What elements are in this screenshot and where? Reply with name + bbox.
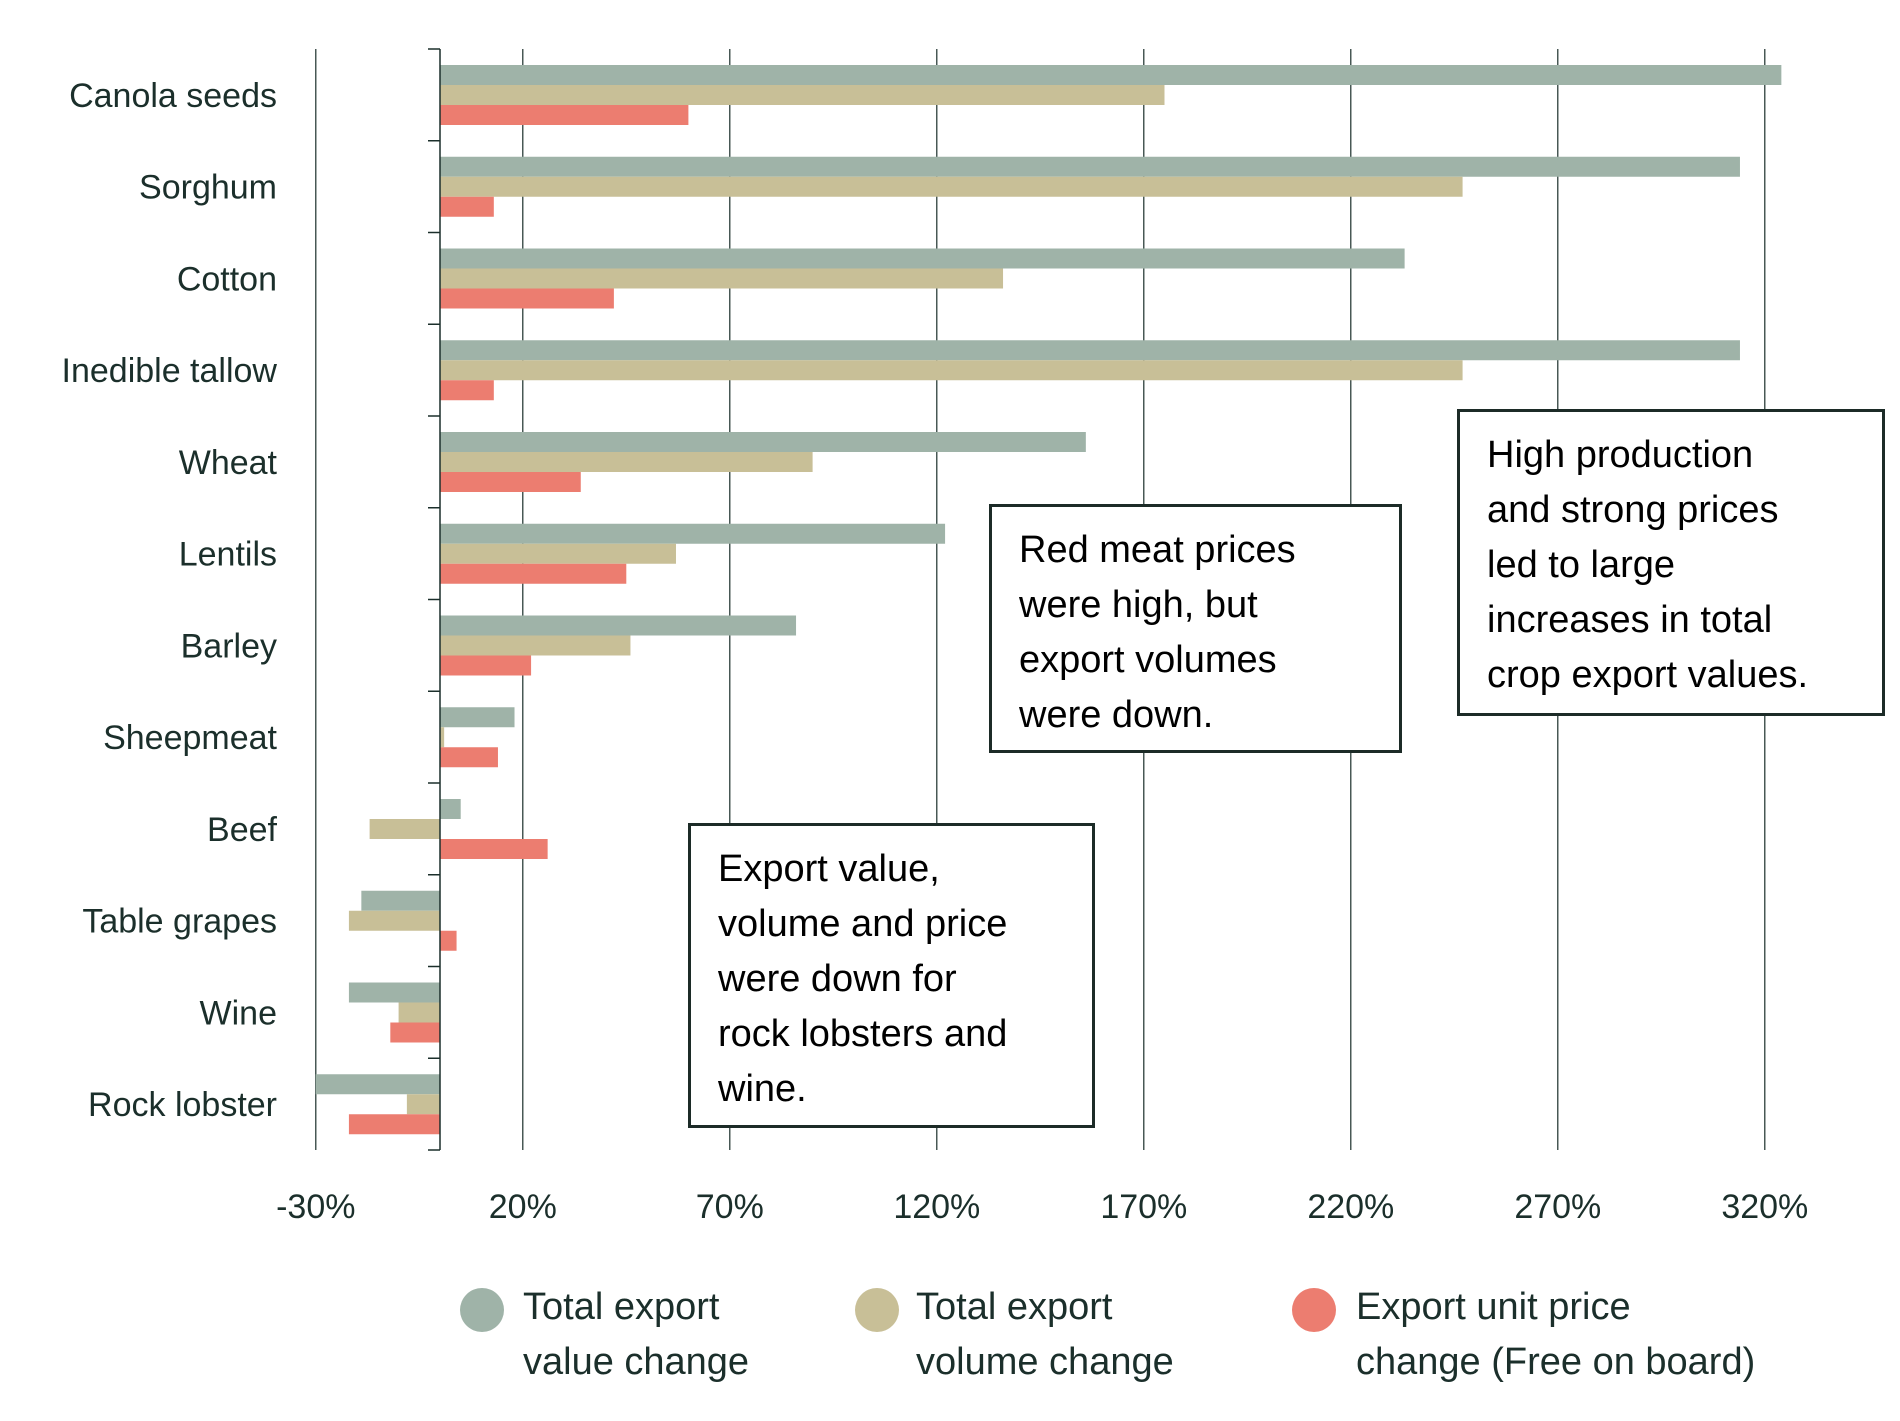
- annotation-line: Red meat prices: [1019, 529, 1296, 571]
- annotation-line: export volumes: [1019, 639, 1277, 681]
- bar-price: [440, 105, 689, 125]
- category-label: Lentils: [179, 536, 277, 574]
- bar-price: [440, 563, 627, 584]
- legend-label: Total export value change: [523, 1280, 749, 1390]
- category-label: Sorghum: [139, 169, 277, 207]
- legend-swatch-circle-icon: [855, 1288, 899, 1332]
- legend-label-line: change (Free on board): [1356, 1341, 1756, 1383]
- bar-value: [361, 890, 440, 911]
- annotation-line: wine.: [718, 1068, 807, 1110]
- annotation-red-meat: Red meat prices were high, but export vo…: [989, 504, 1402, 753]
- bar-value: [348, 982, 440, 1003]
- bar-value: [440, 615, 797, 636]
- bar-volume: [440, 635, 631, 656]
- category-axis: [428, 48, 441, 1151]
- annotation-line: Export value,: [718, 848, 940, 890]
- bar-price: [440, 472, 581, 492]
- legend-label-line: volume change: [916, 1341, 1174, 1383]
- bar-volume: [398, 1002, 440, 1023]
- annotation-line: and strong prices: [1487, 489, 1779, 531]
- annotation-line: were high, but: [1019, 584, 1258, 626]
- legend-swatch-circle-icon: [1292, 1288, 1336, 1332]
- annotation-rock-lobster-wine: Export value, volume and price were down…: [688, 823, 1095, 1128]
- annotation-line: High production: [1487, 434, 1754, 476]
- bar-value: [440, 799, 461, 819]
- bar-volume: [406, 1094, 440, 1115]
- legend-label-line: value change: [523, 1341, 750, 1383]
- bar-volume: [348, 910, 440, 931]
- bar-volume: [440, 452, 813, 472]
- bar-value: [440, 707, 515, 728]
- x-tick-label: 320%: [1721, 1188, 1808, 1226]
- category-label: Barley: [181, 627, 277, 665]
- category-label: Wheat: [179, 444, 278, 482]
- legend-label-line: Total export: [916, 1286, 1113, 1328]
- annotation-line: rock lobsters and: [718, 1013, 1008, 1055]
- x-tick-labels: -30% 20% 70% 120% 170% 220% 270% 320%: [276, 1188, 1808, 1226]
- bar-price: [440, 196, 494, 217]
- bar-value: [440, 65, 1782, 85]
- legend-label: Total export volume change: [916, 1280, 1174, 1390]
- bar-price: [440, 288, 614, 309]
- bar-volume: [440, 85, 1165, 105]
- bar-value: [440, 248, 1405, 269]
- x-tick-label: 120%: [893, 1188, 980, 1226]
- bar-price: [440, 380, 494, 401]
- x-tick-label: 70%: [696, 1188, 764, 1226]
- x-tick-label: 20%: [489, 1188, 557, 1226]
- bar-price: [440, 655, 532, 676]
- category-label: Canola seeds: [69, 77, 277, 115]
- bar-price: [348, 1114, 440, 1135]
- category-label: Cotton: [177, 260, 277, 298]
- bar-volume: [440, 268, 1004, 289]
- annotation-line: increases in total: [1487, 599, 1773, 641]
- category-label: Inedible tallow: [62, 352, 278, 390]
- bar-price: [440, 930, 457, 951]
- bar-volume: [369, 819, 440, 839]
- bar-price: [390, 1022, 440, 1043]
- bar-volume: [440, 727, 445, 748]
- annotation-line: led to large: [1487, 544, 1676, 586]
- bar-value: [315, 1074, 440, 1095]
- bar-value: [440, 432, 1086, 452]
- x-tick-label: 270%: [1514, 1188, 1601, 1226]
- category-label: Wine: [200, 994, 277, 1032]
- annotation-line: were down.: [1019, 694, 1214, 736]
- x-tick-label: 170%: [1100, 1188, 1187, 1226]
- legend-label-line: Total export: [523, 1286, 720, 1328]
- bar-value: [440, 523, 946, 544]
- category-label: Rock lobster: [88, 1086, 277, 1124]
- legend-label-line: Export unit price: [1356, 1286, 1631, 1328]
- annotation-crop-exports: High production and strong prices led to…: [1457, 409, 1885, 716]
- annotation-line: volume and price: [718, 903, 1008, 945]
- annotation-line: crop export values.: [1487, 654, 1809, 696]
- annotation-line: were down for: [718, 958, 957, 1000]
- category-label: Sheepmeat: [103, 719, 277, 757]
- bar-volume: [440, 543, 676, 564]
- legend-label: Export unit price change (Free on board): [1356, 1280, 1755, 1390]
- bar-price: [440, 839, 548, 859]
- bar-volume: [440, 176, 1463, 197]
- bar-price: [440, 747, 498, 768]
- category-labels: Canola seeds Sorghum Cotton Inedible tallow…: [62, 77, 278, 1124]
- bar-value: [440, 156, 1740, 177]
- bar-value: [440, 340, 1740, 361]
- category-label: Table grapes: [82, 903, 277, 941]
- bars: [315, 65, 1782, 1135]
- category-label: Beef: [207, 811, 277, 849]
- x-tick-label: -30%: [276, 1188, 355, 1226]
- legend-swatch-circle-icon: [460, 1288, 504, 1332]
- bar-volume: [440, 360, 1463, 381]
- x-tick-label: 220%: [1307, 1188, 1394, 1226]
